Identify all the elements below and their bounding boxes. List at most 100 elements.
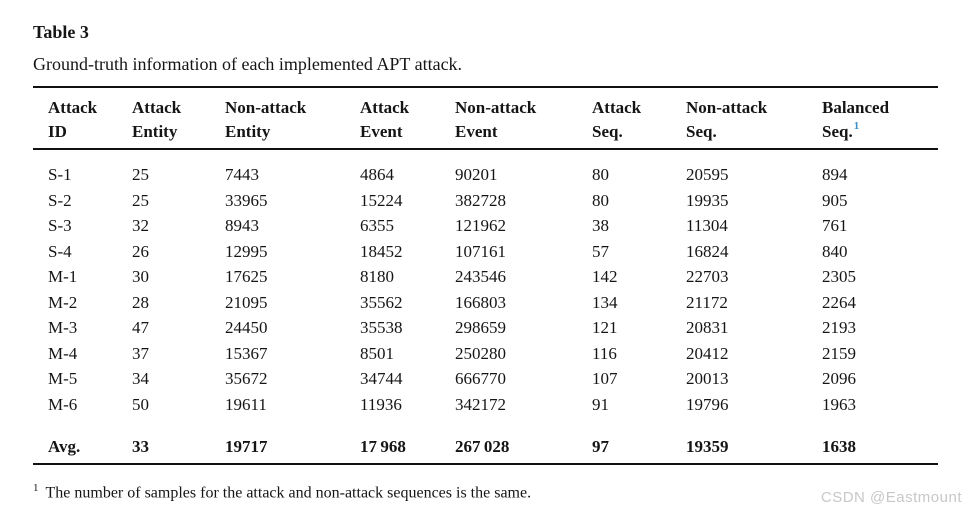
table-cell: 50 <box>132 394 149 414</box>
table-cell: 666770 <box>455 369 506 388</box>
table-body: S-1 25 7443 4864 90201 80 20595 894 S-2 25 33965 15… <box>33 149 938 417</box>
table-cell: 1963 <box>822 394 856 414</box>
table-cell: 7443 <box>225 165 259 184</box>
average-cell: 17 968 <box>360 437 406 456</box>
table-caption: Ground-truth information of each impleme… <box>33 54 463 74</box>
table-cell: 32 <box>132 216 149 235</box>
table-cell: 107161 <box>455 241 506 261</box>
table-cell: 894 <box>822 165 848 184</box>
table-cell: S-4 <box>48 241 72 261</box>
average-cell: Avg. <box>48 437 81 456</box>
table-cell: 28 <box>132 292 149 312</box>
average-cell: 33 <box>132 437 149 456</box>
table-cell: 2264 <box>822 292 856 312</box>
table-row: M-1 30 17625 8180 243546 142 22703 2305 <box>33 264 938 290</box>
table-cell: 18452 <box>360 241 403 261</box>
table-cell: 26 <box>132 241 149 261</box>
column-header-7: Non-attack Seq. <box>686 87 822 150</box>
table-row: S-1 25 7443 4864 90201 80 20595 894 <box>33 149 938 188</box>
table-cell: 243546 <box>455 267 506 286</box>
table-cell: 57 <box>592 241 609 261</box>
table-cell: M-2 <box>48 292 78 312</box>
table-cell: M-3 <box>48 318 78 337</box>
table-cell: 20412 <box>686 343 729 363</box>
table-cell: M-6 <box>48 394 78 414</box>
table-cell: M-1 <box>48 267 78 286</box>
table-cell: 25 <box>132 190 149 210</box>
table-cell: 8501 <box>360 343 394 363</box>
table-title: Table 3 <box>33 22 89 42</box>
average-cell: 97 <box>592 437 609 456</box>
watermark: CSDN @Eastmount <box>820 489 962 506</box>
table-row: M-3 47 24450 35538 298659 121 20831 2193 <box>33 315 938 341</box>
table-cell: 134 <box>592 292 618 312</box>
footnote: 1 The number of samples for the attack an… <box>33 478 938 503</box>
table-row: M-5 34 35672 34744 666770 107 20013 2096 <box>33 366 938 392</box>
table-cell: 34744 <box>360 369 403 388</box>
table-cell: M-5 <box>48 369 78 388</box>
table-row: M-2 28 21095 35562 166803 134 21172 2264 <box>33 290 938 316</box>
table-cell: 90201 <box>455 165 498 184</box>
table-cell: 19796 <box>686 394 729 414</box>
table-cell: 142 <box>592 267 618 286</box>
column-header-1: Attack ID <box>33 87 132 150</box>
table-cell: 2159 <box>822 343 856 363</box>
average-cell: 1638 <box>822 437 856 456</box>
column-header-5: Non-attack Event <box>455 87 592 150</box>
table-cell: 12995 <box>225 241 268 261</box>
table-cell: 20595 <box>686 165 729 184</box>
table-row: M-4 37 15367 8501 250280 116 20412 2159 <box>33 341 938 367</box>
column-header-4: Attack Event <box>360 87 455 150</box>
header-row: Attack ID Attack Entity Non-attack Entity Atta… <box>33 87 938 150</box>
table-cell: 2193 <box>822 318 856 337</box>
footnote-ref: 1 <box>853 120 860 133</box>
table-row: S-3 32 8943 6355 121962 38 11304 761 <box>33 213 938 239</box>
table-cell: 905 <box>822 190 848 210</box>
table-cell: 30 <box>132 267 149 286</box>
table-block: Table 3 Ground-truth information of each… <box>33 0 938 503</box>
table-cell: 11304 <box>686 216 728 235</box>
table-row: S-2 25 33965 15224 382728 80 19935 905 <box>33 188 938 214</box>
column-header-8: Balanced Seq.1 <box>822 87 938 150</box>
table-cell: 21095 <box>225 292 268 312</box>
table-cell: 20013 <box>686 369 729 388</box>
table-cell: 35538 <box>360 318 403 337</box>
average-cell: 19359 <box>686 437 729 456</box>
table-cell: 761 <box>822 216 848 235</box>
column-header-3: Non-attack Entity <box>225 87 360 150</box>
table-cell: 382728 <box>455 190 506 210</box>
table-cell: 342172 <box>455 394 506 414</box>
table-cell: 91 <box>592 394 609 414</box>
table-cell: 250280 <box>455 343 506 363</box>
column-header-2: Attack Entity <box>132 87 225 150</box>
table-cell: 8943 <box>225 216 259 235</box>
table-cell: 11936 <box>360 394 402 414</box>
table-cell: 15367 <box>225 343 268 363</box>
table-cell: 80 <box>592 165 609 184</box>
footnote-text: The number of samples for the attack and… <box>45 483 532 501</box>
table-cell: 19611 <box>225 394 267 414</box>
table-cell: 15224 <box>360 190 403 210</box>
table-cell: 35562 <box>360 292 403 312</box>
table-cell: 8180 <box>360 267 394 286</box>
table-cell: S-1 <box>48 165 72 184</box>
table-cell: 116 <box>592 343 617 363</box>
table-cell: 2096 <box>822 369 856 388</box>
table-cell: 34 <box>132 369 149 388</box>
apt-ground-truth-table: Attack ID Attack Entity Non-attack Entity Atta… <box>33 86 938 465</box>
table-cell: 107 <box>592 369 618 388</box>
table-cell: M-4 <box>48 343 78 363</box>
table-cell: 16824 <box>686 241 729 261</box>
average-cell: 267 028 <box>455 437 510 456</box>
table-cell: 121962 <box>455 216 506 235</box>
table-cell: 22703 <box>686 267 729 286</box>
table-header: Attack ID Attack Entity Non-attack Entity Atta… <box>33 87 938 150</box>
table-cell: 25 <box>132 165 149 184</box>
table-cell: 35672 <box>225 369 268 388</box>
table-row: S-4 26 12995 18452 107161 57 16824 840 <box>33 239 938 265</box>
table-cell: 37 <box>132 343 149 363</box>
table-average-section: Avg. 33 19717 17 968 267 028 97 19359 1638 <box>33 417 938 464</box>
table-cell: 17625 <box>225 267 268 286</box>
table-cell: 21172 <box>686 292 728 312</box>
